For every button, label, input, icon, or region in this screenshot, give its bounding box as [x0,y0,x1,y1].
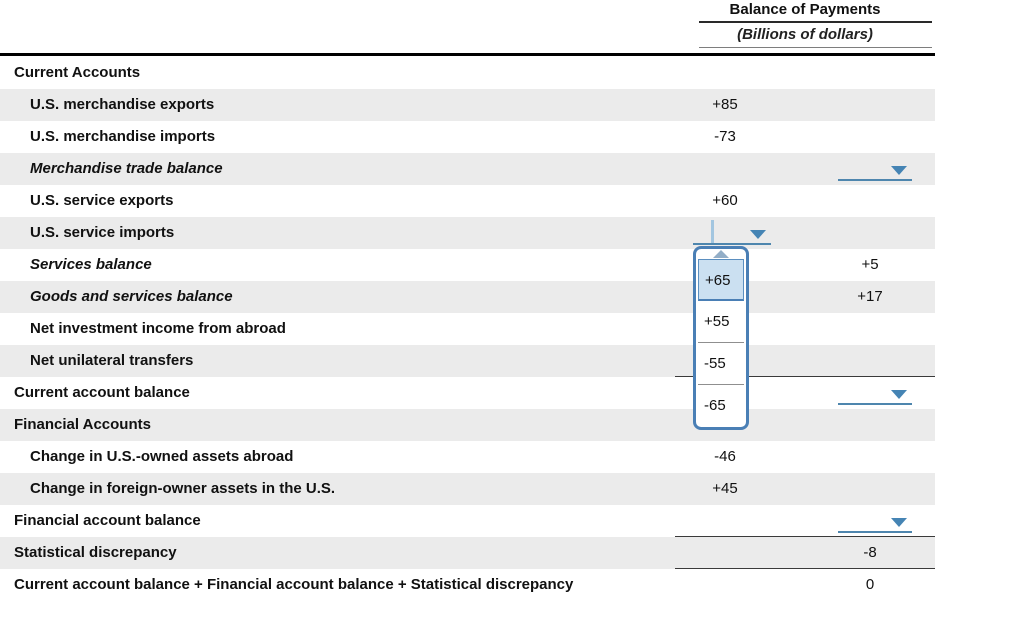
row-label: Net unilateral transfers [30,352,194,369]
cell-value: +17 [857,288,883,305]
row-label: Change in foreign-owner assets in the U.… [30,480,336,497]
row-label: Current account balance + Financial acco… [14,576,574,593]
table-title: Balance of Payments [729,1,881,18]
cell-value: +60 [712,192,738,209]
right-cell [805,153,935,185]
chevron-down-icon [891,166,907,175]
table-row: Net investment income from abroad [0,313,935,345]
table-row: U.S. service exports +60 [0,185,935,217]
table-row: Goods and services balance +17 [0,281,935,313]
mid-cell [645,57,805,89]
subtitle-underline [699,47,932,48]
right-cell [805,409,935,441]
text-cursor [711,220,714,243]
cell-value: -46 [714,448,736,465]
right-cell [805,473,935,505]
dropdown-option[interactable]: +65 [698,259,744,301]
row-label: U.S. merchandise imports [30,128,216,145]
row-label: Statistical discrepancy [14,544,177,561]
right-cell [805,377,935,409]
cell-value: +5 [861,256,879,273]
chevron-down-icon [750,230,766,239]
table-row: Current account balance [0,377,935,409]
table-row: Net unilateral transfers [0,345,935,377]
dropdown-option[interactable]: -55 [698,343,744,385]
right-cell [805,121,935,153]
chevron-down-icon [891,390,907,399]
right-cell [805,345,935,377]
sum-line [675,376,935,377]
mid-cell [645,217,805,249]
row-label: U.S. merchandise exports [30,96,215,113]
cell-value: 0 [865,576,875,593]
cell-value: +45 [712,480,738,497]
table-row: Merchandise trade balance [0,153,935,185]
table-row: Current Accounts [0,57,935,89]
table-top-rule [0,53,935,56]
row-label: Net investment income from abroad [30,320,286,337]
row-label: Current Accounts [14,64,141,81]
answer-dropdown[interactable] [838,381,912,405]
right-cell [805,57,935,89]
table-row: Financial Accounts [0,409,935,441]
table-row: Statistical discrepancy -8 [0,537,935,569]
dropdown-option[interactable]: +55 [698,301,744,343]
row-label: Goods and services balance [30,288,233,305]
sum-line [675,536,935,537]
mid-cell [645,153,805,185]
chevron-up-icon [713,250,729,258]
table-row: Change in U.S.-owned assets abroad -46 [0,441,935,473]
mid-cell [645,569,805,601]
row-label: Financial account balance [14,512,201,529]
chevron-down-icon [891,518,907,527]
right-cell [805,505,935,537]
right-cell [805,313,935,345]
right-cell [805,217,935,249]
table-row: Change in foreign-owner assets in the U.… [0,473,935,505]
right-cell [805,89,935,121]
table-body: Current Accounts U.S. merchandise export… [0,57,935,601]
right-cell [805,441,935,473]
mid-cell [645,537,805,569]
table-row: Financial account balance [0,505,935,537]
row-label: Change in U.S.-owned assets abroad [30,448,294,465]
dropdown-option[interactable]: -65 [704,397,726,414]
table-row: Services balance +5 [0,249,935,281]
right-cell [805,185,935,217]
answer-dropdown-open[interactable] [693,220,771,245]
table-row: Current account balance + Financial acco… [0,569,935,601]
table-subtitle: (Billions of dollars) [737,26,873,43]
table-row: U.S. merchandise imports -73 [0,121,935,153]
answer-dropdown[interactable] [838,157,912,181]
row-label: Current account balance [14,384,190,401]
title-underline [699,21,932,23]
cell-value: +85 [712,96,738,113]
answer-dropdown[interactable] [838,509,912,533]
sum-line [675,568,935,569]
row-label: U.S. service imports [30,224,175,241]
dropdown-menu: +65 +55 -55 -65 [693,246,749,430]
mid-cell [645,505,805,537]
row-label: Merchandise trade balance [30,160,223,177]
row-label: Financial Accounts [14,416,151,433]
cell-value: -73 [714,128,736,145]
table-row: U.S. service imports [0,217,935,249]
row-label: Services balance [30,256,152,273]
cell-value: -8 [863,544,877,561]
table-row: U.S. merchandise exports +85 [0,89,935,121]
row-label: U.S. service exports [30,192,174,209]
